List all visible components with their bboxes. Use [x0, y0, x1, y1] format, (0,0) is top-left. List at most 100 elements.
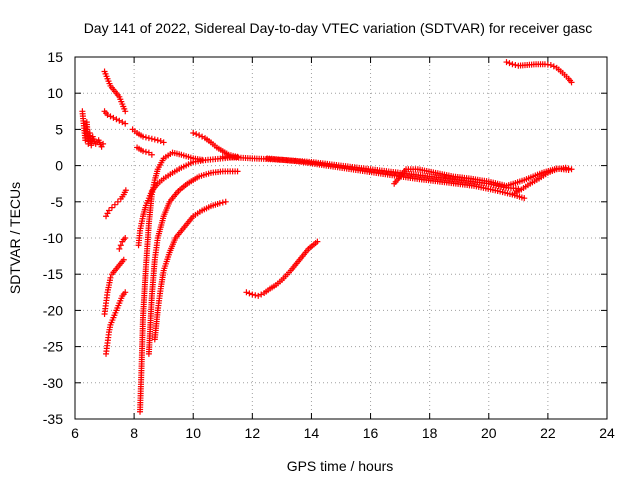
- data-point-marker: [138, 146, 145, 153]
- series-arc-12h-low: [243, 238, 321, 299]
- data-point-marker: [176, 229, 183, 236]
- data-point-marker: [167, 151, 174, 158]
- data-point-marker: [295, 258, 302, 265]
- data-point-marker: [518, 194, 525, 201]
- data-point-marker: [144, 197, 151, 204]
- data-point-marker: [271, 283, 278, 290]
- data-point-marker: [142, 204, 149, 211]
- data-point-marker: [157, 288, 164, 295]
- data-point-marker: [165, 251, 172, 258]
- data-point-marker: [448, 173, 455, 180]
- data-point-marker: [107, 113, 114, 120]
- data-point-marker: [153, 182, 160, 189]
- data-point-marker: [430, 169, 437, 176]
- data-point-marker: [121, 105, 128, 112]
- data-point-marker: [157, 137, 164, 144]
- data-point-marker: [401, 168, 408, 175]
- data-point-marker: [104, 342, 111, 349]
- data-point-marker: [217, 146, 224, 153]
- data-point-marker: [113, 265, 120, 272]
- series-arc-late-return: [509, 164, 575, 198]
- data-point-marker: [142, 148, 149, 155]
- x-tick-label: 12: [245, 425, 261, 441]
- data-point-marker: [103, 110, 110, 117]
- data-point-marker: [159, 157, 166, 164]
- data-point-marker: [211, 142, 218, 149]
- data-point-marker: [154, 137, 161, 144]
- data-point-marker: [557, 68, 564, 75]
- data-point-marker: [114, 198, 121, 205]
- y-tick-label: 5: [55, 121, 63, 137]
- data-series: [79, 59, 575, 415]
- data-point-marker: [409, 175, 416, 182]
- x-tick-label: 22: [540, 425, 556, 441]
- data-point-marker: [145, 135, 152, 142]
- x-tick-label: 18: [422, 425, 438, 441]
- data-point-marker: [516, 187, 523, 194]
- data-point-marker: [232, 153, 239, 160]
- data-point-marker: [142, 134, 149, 141]
- data-point-marker: [202, 157, 209, 164]
- data-point-marker: [560, 165, 567, 172]
- y-tick-label: 10: [47, 85, 63, 101]
- data-point-marker: [176, 166, 183, 173]
- data-point-marker: [567, 77, 574, 84]
- data-point-marker: [533, 176, 540, 183]
- data-point-marker: [187, 160, 194, 167]
- data-point-marker: [465, 175, 472, 182]
- data-point-marker: [243, 289, 250, 296]
- data-point-marker: [119, 193, 126, 200]
- data-point-marker: [380, 170, 387, 177]
- data-point-marker: [188, 215, 195, 222]
- data-point-marker: [110, 114, 117, 121]
- data-point-marker: [205, 137, 212, 144]
- data-point-marker: [544, 61, 551, 68]
- x-tick-label: 24: [599, 425, 615, 441]
- series-arc-steep-rise-4: [151, 198, 229, 343]
- series-arc-high-descending: [101, 68, 129, 115]
- data-point-marker: [139, 215, 146, 222]
- data-point-marker: [214, 200, 221, 207]
- data-point-marker: [113, 116, 120, 123]
- data-point-marker: [512, 185, 519, 192]
- series-arc-mid-descending: [101, 108, 129, 127]
- series-arc-late-high: [503, 59, 575, 86]
- data-point-marker: [105, 284, 112, 291]
- y-tick-label: -30: [43, 375, 63, 391]
- series-arc-early-cluster: [79, 108, 107, 150]
- data-point-marker: [136, 230, 143, 237]
- data-point-marker: [147, 190, 154, 197]
- data-point-marker: [109, 317, 116, 324]
- y-axis-label: SDTVAR / TECUs: [7, 182, 23, 294]
- data-point-marker: [154, 237, 161, 244]
- data-point-marker: [148, 135, 155, 142]
- data-point-marker: [106, 80, 113, 87]
- data-point-marker: [190, 130, 197, 137]
- data-point-marker: [104, 292, 111, 299]
- axis-ticks: 6 8 10 12 14 16 18 20 22 24 15 10 5 0 -5 -10 -15 -20 -25 -3…: [43, 49, 615, 441]
- data-point-marker: [468, 182, 475, 189]
- data-point-marker: [119, 258, 126, 265]
- data-point-marker: [105, 331, 112, 338]
- data-point-marker: [196, 208, 203, 215]
- data-point-marker: [108, 204, 115, 211]
- data-point-marker: [138, 132, 145, 139]
- data-point-marker: [536, 170, 543, 177]
- data-point-marker: [165, 200, 172, 207]
- data-point-marker: [118, 295, 125, 302]
- data-point-marker: [320, 162, 327, 169]
- series-arc-steep-rise-1: [137, 149, 206, 415]
- series-arc-left-lower-a: [101, 256, 127, 318]
- data-point-marker: [219, 199, 226, 206]
- data-point-marker: [196, 132, 203, 139]
- series-arc-8h-upper-a: [129, 126, 167, 146]
- data-point-marker: [111, 201, 118, 208]
- data-point-marker: [108, 84, 115, 91]
- data-point-marker: [205, 170, 212, 177]
- data-point-marker: [104, 210, 111, 217]
- data-point-marker: [512, 61, 519, 68]
- data-point-marker: [199, 133, 206, 140]
- data-point-marker: [182, 222, 189, 229]
- data-point-marker: [117, 242, 124, 249]
- data-point-marker: [103, 73, 110, 80]
